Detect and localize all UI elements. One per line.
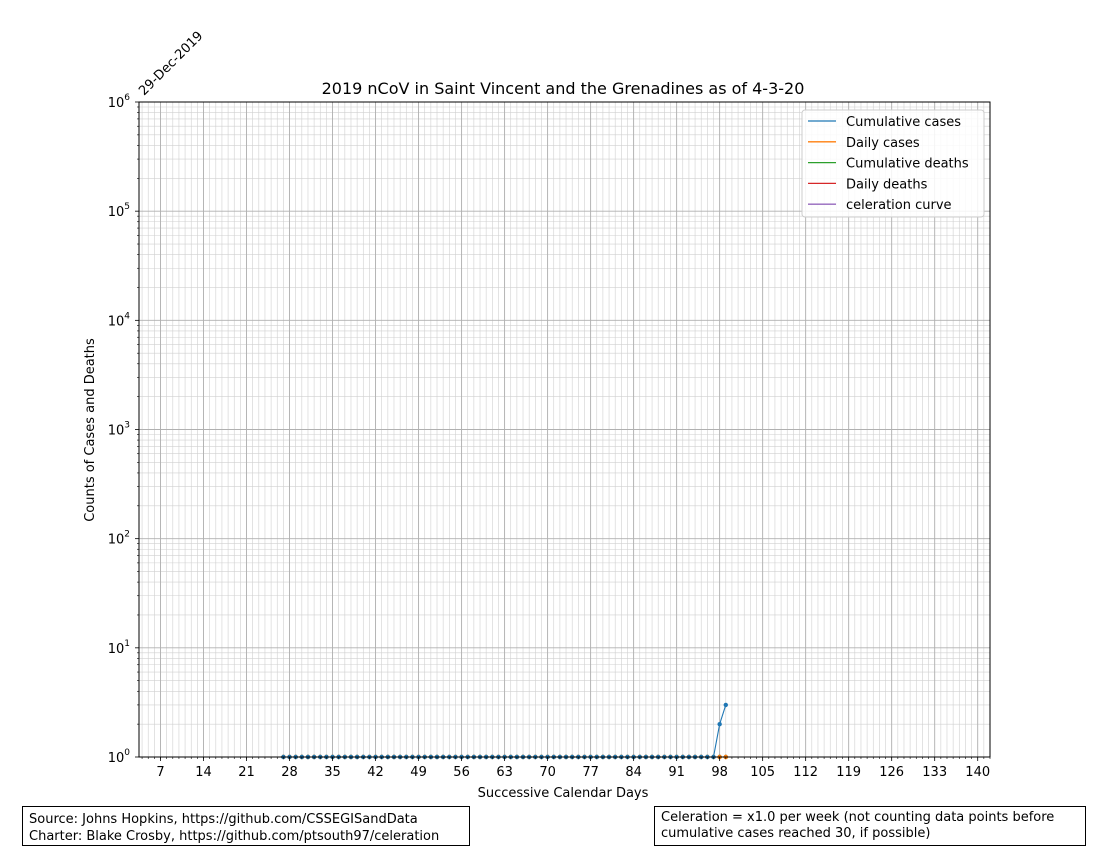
x-tick-label: 98 bbox=[711, 765, 728, 780]
x-tick-label: 77 bbox=[582, 765, 599, 780]
source-line: Source: Johns Hopkins, https://github.co… bbox=[29, 812, 418, 827]
x-tick-label: 70 bbox=[539, 765, 556, 780]
y-tick-label: 101 bbox=[108, 639, 130, 657]
x-tick-label: 119 bbox=[836, 765, 861, 780]
x-tick-label: 49 bbox=[410, 765, 427, 780]
x-tick-label: 105 bbox=[750, 765, 775, 780]
data-point-cumulative-cases bbox=[723, 702, 728, 708]
legend-label-cumulative-cases: Cumulative cases bbox=[846, 115, 961, 130]
x-tick-label: 140 bbox=[965, 765, 990, 780]
source-box: Source: Johns Hopkins, https://github.co… bbox=[22, 806, 470, 846]
y-tick-label: 102 bbox=[108, 530, 130, 548]
y-tick-label: 106 bbox=[108, 93, 131, 111]
data-point-cumulative-cases bbox=[717, 721, 722, 727]
x-tick-label: 56 bbox=[453, 765, 470, 780]
x-tick-label: 7 bbox=[156, 765, 164, 780]
x-tick-label: 28 bbox=[281, 765, 298, 780]
y-axis-label: Counts of Cases and Deaths bbox=[83, 338, 98, 522]
legend-label-daily-deaths: Daily deaths bbox=[846, 177, 928, 192]
celeration-box: Celeration = x1.0 per week (not counting… bbox=[654, 806, 1086, 846]
x-axis-label: Successive Calendar Days bbox=[478, 786, 649, 801]
celeration-line-1: Celeration = x1.0 per week (not counting… bbox=[661, 810, 1055, 825]
legend-label-cumulative-deaths: Cumulative deaths bbox=[846, 157, 969, 172]
y-axis-ticks: 100 101 102 103 104 105 106 bbox=[108, 93, 139, 766]
x-tick-label: 14 bbox=[195, 765, 212, 780]
x-tick-label: 63 bbox=[496, 765, 513, 780]
x-tick-label: 112 bbox=[793, 765, 818, 780]
x-tick-label: 133 bbox=[922, 765, 947, 780]
chart-title: 2019 nCoV in Saint Vincent and the Grena… bbox=[322, 79, 805, 98]
y-tick-label: 104 bbox=[108, 311, 131, 329]
x-tick-label: 21 bbox=[238, 765, 255, 780]
x-axis-ticks: 7 14 21 28 35 42 49 56 63 70 77 84 91 98 105 112 119 126 1… bbox=[141, 757, 991, 780]
x-tick-label: 35 bbox=[324, 765, 341, 780]
legend: Cumulative cases Daily cases Cumulative de… bbox=[801, 109, 985, 218]
legend-label-celeration-curve: celeration curve bbox=[846, 198, 952, 213]
x-tick-label: 91 bbox=[668, 765, 685, 780]
y-tick-label: 103 bbox=[108, 421, 130, 439]
x-tick-label: 126 bbox=[879, 765, 904, 780]
celeration-line-2: cumulative cases reached 30, if possible… bbox=[661, 826, 931, 841]
x-tick-label: 84 bbox=[625, 765, 642, 780]
charter-line: Charter: Blake Crosby, https://github.co… bbox=[29, 829, 440, 844]
y-tick-label: 100 bbox=[108, 748, 131, 766]
start-date-label: 29-Dec-2019 bbox=[136, 29, 206, 99]
legend-label-daily-cases: Daily cases bbox=[846, 136, 920, 151]
x-tick-label: 42 bbox=[367, 765, 384, 780]
legend-box bbox=[801, 109, 985, 218]
y-tick-label: 105 bbox=[108, 202, 130, 220]
